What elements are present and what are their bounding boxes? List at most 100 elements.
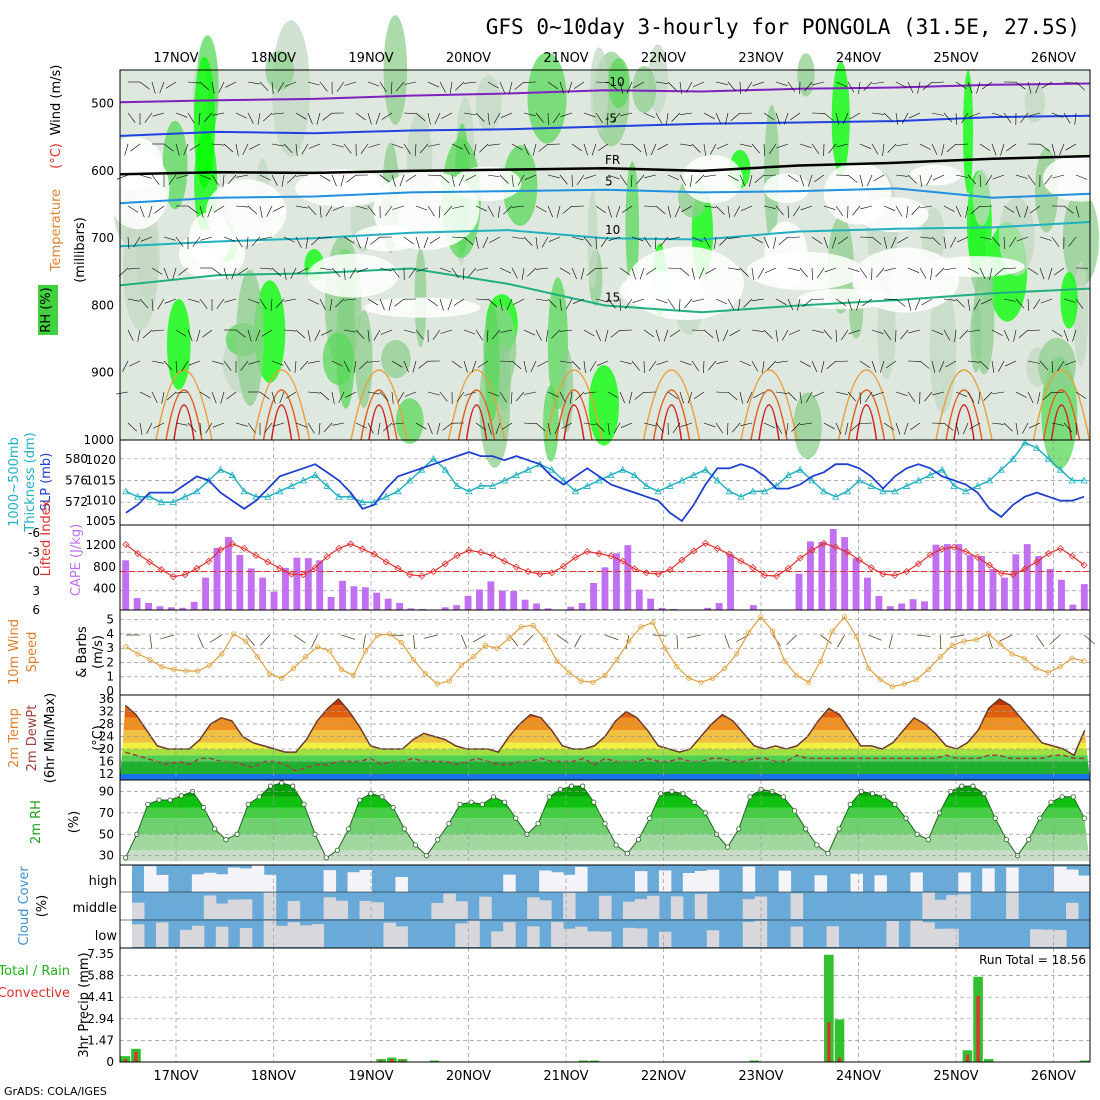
wind-barb bbox=[127, 298, 140, 302]
wind-barb bbox=[1003, 298, 1016, 302]
wind-barb bbox=[187, 205, 198, 214]
wind-barb bbox=[926, 174, 933, 186]
wind-barb bbox=[667, 267, 680, 269]
wind-barb bbox=[835, 298, 847, 306]
li-point bbox=[796, 554, 804, 562]
thickness-point bbox=[441, 465, 449, 473]
wind-barb bbox=[729, 329, 741, 337]
li-point bbox=[240, 544, 248, 552]
wind-barb bbox=[439, 81, 446, 93]
wind-barb bbox=[511, 360, 522, 370]
wind-barb bbox=[1041, 81, 1053, 89]
wind-barb bbox=[199, 298, 208, 309]
wind-barb bbox=[207, 205, 213, 218]
thickness-point bbox=[346, 492, 355, 500]
rh-point bbox=[1059, 794, 1065, 800]
wind-barb bbox=[139, 422, 143, 435]
wind-barb bbox=[811, 329, 824, 333]
wind-speed-point bbox=[650, 619, 656, 626]
precip-total-bar bbox=[578, 1060, 589, 1062]
wind-barb bbox=[562, 205, 573, 214]
wind-barb bbox=[1035, 81, 1041, 94]
cape-bar bbox=[339, 580, 346, 610]
wind-speed-point bbox=[1045, 669, 1051, 676]
cape-bar bbox=[236, 554, 244, 610]
wind-barb bbox=[465, 174, 477, 181]
wind-barb bbox=[523, 112, 536, 117]
wind-speed-point bbox=[1081, 658, 1087, 664]
wind-barb bbox=[859, 267, 868, 279]
wind-barb bbox=[283, 329, 296, 332]
cloud-cell bbox=[778, 870, 792, 892]
li-point bbox=[950, 543, 958, 551]
li-point bbox=[1056, 544, 1064, 552]
wind-barb bbox=[769, 143, 777, 155]
cape-bar bbox=[567, 606, 575, 610]
wind-barb bbox=[891, 236, 897, 249]
wind-barb bbox=[451, 174, 455, 187]
cape-bar bbox=[521, 599, 529, 610]
tick-label: 1000 bbox=[83, 433, 114, 447]
precip-total-bar bbox=[824, 954, 834, 1062]
label-temp2m: 2m Temp bbox=[7, 708, 22, 768]
rh-shade bbox=[475, 75, 502, 132]
wind-barb bbox=[1063, 329, 1069, 342]
wind-barb bbox=[1004, 360, 1017, 367]
thickness-point bbox=[193, 487, 201, 495]
wind-speed-point bbox=[362, 648, 369, 654]
wind-barb bbox=[607, 422, 610, 435]
wind-barb bbox=[860, 205, 873, 210]
thickness-point bbox=[902, 482, 911, 489]
precip-total-bar bbox=[983, 1059, 994, 1062]
wind-speed-point bbox=[279, 675, 285, 681]
tick-label: 90 bbox=[99, 784, 114, 798]
wind-barb bbox=[604, 329, 609, 342]
wind-barb bbox=[226, 391, 237, 400]
wind-barb bbox=[619, 267, 631, 276]
wind-barb bbox=[404, 81, 417, 85]
wind-barb bbox=[415, 329, 424, 340]
rh-point bbox=[791, 808, 798, 814]
cape-bar bbox=[396, 602, 404, 610]
wind-barb bbox=[727, 81, 736, 92]
cape-bar bbox=[418, 608, 426, 610]
wind-barb bbox=[523, 329, 536, 336]
tick-label: 580 bbox=[65, 452, 88, 466]
wind-barb bbox=[883, 205, 896, 211]
li-point bbox=[985, 561, 994, 569]
cape-bar bbox=[476, 589, 483, 610]
rh-point bbox=[479, 801, 485, 807]
li-point bbox=[642, 569, 650, 577]
wind-barb bbox=[679, 267, 690, 276]
wind-barb-10m bbox=[604, 634, 619, 641]
wind-barb bbox=[547, 422, 551, 435]
wind-speed-point bbox=[698, 679, 704, 686]
wind-barb bbox=[811, 360, 818, 373]
rh-point bbox=[122, 855, 129, 861]
wind-barb bbox=[980, 205, 993, 208]
wind-barb bbox=[745, 81, 753, 93]
cloud-cell bbox=[491, 931, 504, 947]
wind-barb bbox=[835, 81, 848, 87]
wind-barb bbox=[1028, 329, 1041, 332]
cape-bar bbox=[259, 577, 267, 610]
wind-barb bbox=[223, 267, 228, 280]
wind-barb bbox=[919, 174, 923, 187]
wind-barb bbox=[1039, 236, 1052, 241]
wind-barb bbox=[754, 174, 765, 183]
rh-point bbox=[624, 850, 630, 857]
wind-barb bbox=[527, 267, 537, 277]
cloud-cell bbox=[479, 896, 492, 919]
rh-point bbox=[502, 799, 508, 805]
wind-barb bbox=[907, 81, 914, 94]
wind-barb bbox=[247, 112, 254, 124]
rh-point bbox=[513, 815, 519, 821]
li-point bbox=[216, 546, 225, 554]
cape-bar bbox=[806, 541, 814, 610]
wind-barb bbox=[471, 360, 477, 373]
wind-barb bbox=[307, 391, 320, 394]
wind-barb bbox=[567, 81, 573, 94]
temp-contour-20 bbox=[837, 369, 896, 441]
thickness-point bbox=[973, 482, 982, 489]
temp-contour-30 bbox=[855, 404, 878, 441]
